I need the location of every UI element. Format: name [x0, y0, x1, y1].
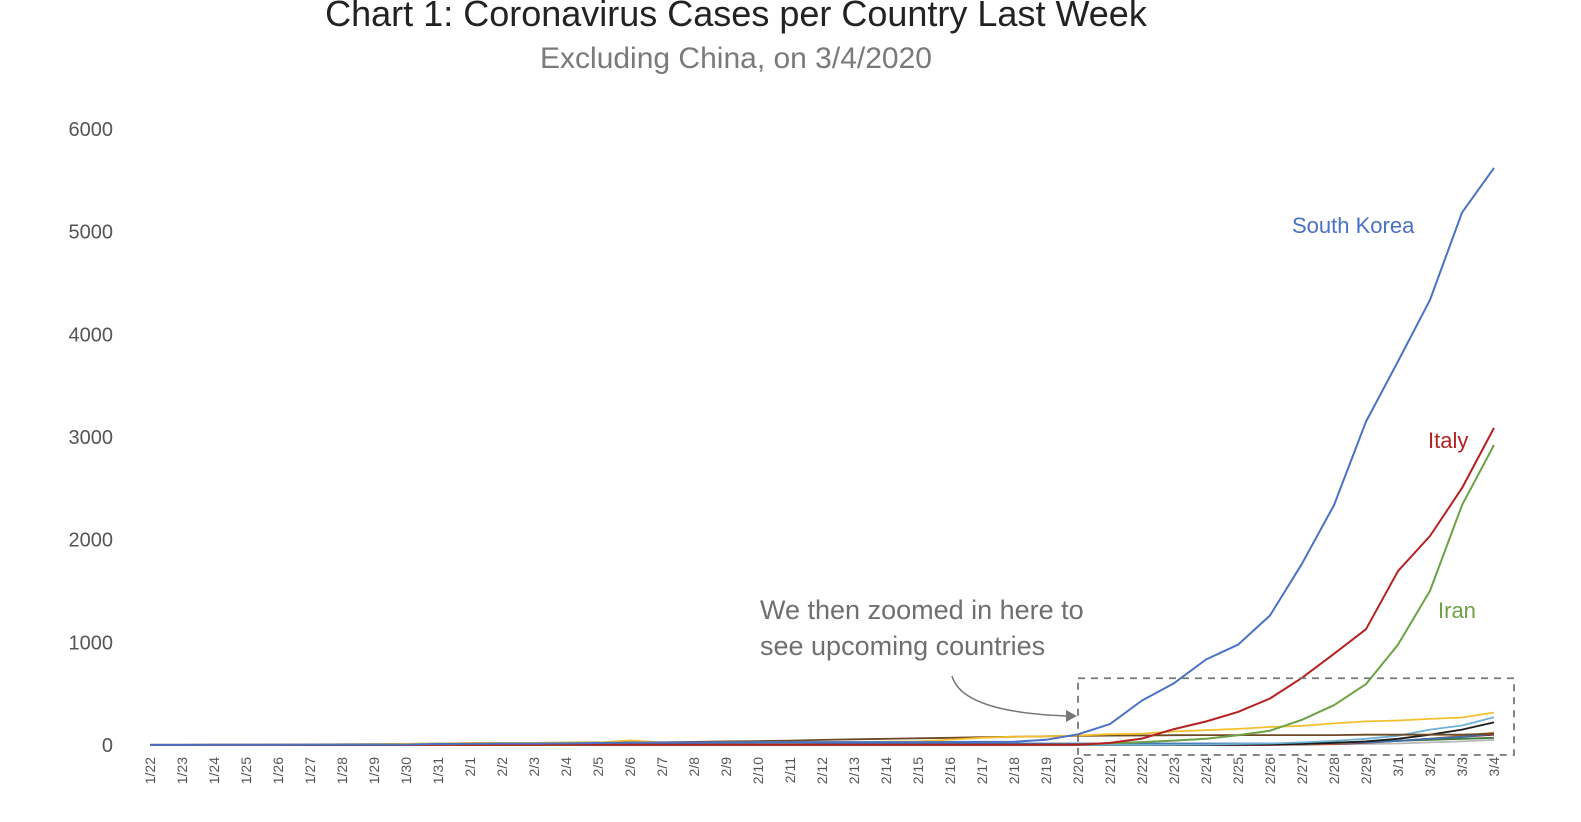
y-tick-label: 4000 — [69, 324, 114, 346]
y-tick-label: 3000 — [69, 427, 114, 449]
series-line — [150, 716, 1495, 746]
x-tick-label: 1/31 — [430, 757, 446, 784]
x-tick-label: 2/4 — [558, 757, 574, 777]
annotation-arrowhead — [1066, 710, 1077, 722]
series-label: South Korea — [1292, 213, 1415, 238]
y-tick-label: 2000 — [69, 530, 114, 552]
x-tick-label: 2/16 — [942, 757, 958, 784]
x-tick-label: 2/23 — [1166, 757, 1182, 784]
x-tick-label: 2/28 — [1326, 757, 1342, 784]
x-tick-label: 2/15 — [910, 757, 926, 784]
x-tick-label: 2/26 — [1262, 757, 1278, 784]
chart-title: Chart 1: Coronavirus Cases per Country L… — [325, 0, 1148, 34]
y-tick-label: 0 — [102, 735, 113, 757]
series-lines — [150, 167, 1495, 746]
series-label: Iran — [1438, 598, 1476, 623]
series-line — [150, 167, 1495, 746]
x-tick-label: 1/26 — [270, 757, 286, 784]
x-tick-label: 3/4 — [1486, 757, 1502, 777]
x-tick-label: 3/3 — [1454, 757, 1470, 777]
x-tick-label: 3/1 — [1390, 757, 1406, 777]
x-tick-label: 1/24 — [206, 757, 222, 784]
x-tick-label: 2/24 — [1198, 757, 1214, 784]
x-tick-label: 2/14 — [878, 757, 894, 784]
x-tick-label: 3/2 — [1422, 757, 1438, 777]
y-tick-label: 6000 — [69, 119, 114, 141]
x-tick-label: 2/2 — [494, 757, 510, 777]
chart-subtitle: Excluding China, on 3/4/2020 — [540, 42, 932, 75]
x-tick-label: 2/7 — [654, 757, 670, 777]
x-tick-label: 2/19 — [1038, 757, 1054, 784]
x-axis: 1/22 1/23 1/24 1/25 1/26 1/27 1/28 1/29 1/30 1/31… — [142, 757, 1502, 784]
x-tick-label: 2/22 — [1134, 757, 1150, 784]
x-tick-label: 1/23 — [174, 757, 190, 784]
series-line — [150, 427, 1495, 746]
x-tick-label: 2/21 — [1102, 757, 1118, 784]
x-tick-label: 2/12 — [814, 757, 830, 784]
x-tick-label: 2/17 — [974, 757, 990, 784]
x-tick-label: 1/25 — [238, 757, 254, 784]
x-tick-label: 1/29 — [366, 757, 382, 784]
series-labels: South Korea Italy Iran — [1292, 213, 1476, 623]
x-tick-label: 2/5 — [590, 757, 606, 777]
x-tick-label: 2/29 — [1358, 757, 1374, 784]
x-tick-label: 2/13 — [846, 757, 862, 784]
x-tick-label: 2/6 — [622, 757, 638, 777]
series-label: Italy — [1428, 428, 1468, 453]
x-tick-label: 2/25 — [1230, 757, 1246, 784]
x-tick-label: 2/3 — [526, 757, 542, 777]
x-tick-label: 1/22 — [142, 757, 158, 784]
y-axis: 0 1000 2000 3000 4000 5000 6000 — [69, 119, 114, 757]
zoom-box — [1077, 677, 1515, 756]
x-tick-label: 2/8 — [686, 757, 702, 777]
annotation-text: see upcoming countries — [760, 631, 1045, 661]
x-tick-label: 1/28 — [334, 757, 350, 784]
x-tick-label: 1/30 — [398, 757, 414, 784]
y-tick-label: 1000 — [69, 632, 114, 654]
x-tick-label: 2/20 — [1070, 757, 1086, 784]
annotation-text: We then zoomed in here to — [760, 595, 1084, 625]
x-tick-label: 2/9 — [718, 757, 734, 777]
x-tick-label: 2/11 — [782, 757, 798, 783]
x-tick-label: 2/18 — [1006, 757, 1022, 784]
x-tick-label: 1/27 — [302, 757, 318, 784]
zoom-annotation: We then zoomed in here to see upcoming co… — [760, 595, 1515, 756]
annotation-arrow — [951, 675, 1067, 717]
x-tick-label: 2/10 — [750, 757, 766, 784]
x-tick-label: 2/27 — [1294, 757, 1310, 784]
y-tick-label: 5000 — [69, 222, 114, 244]
x-tick-label: 2/1 — [462, 757, 478, 777]
